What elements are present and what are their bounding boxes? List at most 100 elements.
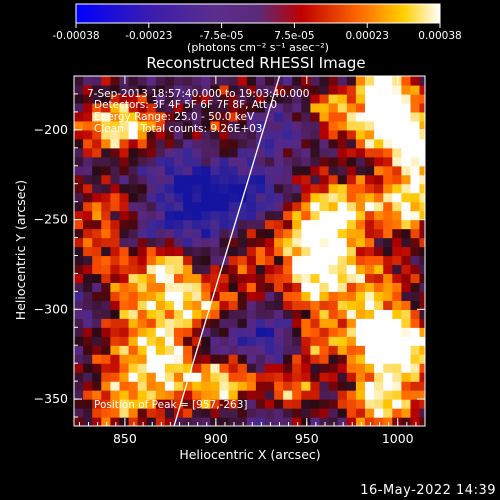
heatmap-cell bbox=[183, 156, 193, 167]
heatmap-cell bbox=[137, 210, 148, 221]
heatmap-cell bbox=[201, 246, 211, 257]
heatmap-cell bbox=[201, 273, 211, 283]
heatmap-cell bbox=[255, 354, 266, 364]
heatmap-cell bbox=[346, 372, 357, 382]
heatmap-cell bbox=[328, 228, 339, 239]
heatmap-cell bbox=[155, 237, 166, 248]
heatmap-cell bbox=[128, 192, 139, 203]
heatmap-cell bbox=[137, 246, 148, 257]
heatmap-cell bbox=[346, 102, 357, 113]
heatmap-cell bbox=[74, 192, 84, 203]
heatmap-cell bbox=[383, 85, 393, 95]
heatmap-cell bbox=[83, 147, 93, 158]
heatmap-cell bbox=[301, 372, 311, 382]
heatmap-cell bbox=[174, 399, 184, 409]
heatmap-cell bbox=[365, 345, 375, 355]
heatmap-cell bbox=[101, 246, 111, 257]
heatmap-cell bbox=[374, 93, 384, 104]
heatmap-cell bbox=[83, 76, 93, 86]
heatmap-cell bbox=[346, 408, 357, 418]
heatmap-cells bbox=[74, 76, 425, 426]
heatmap-cell bbox=[346, 246, 357, 257]
heatmap-cell bbox=[310, 120, 321, 131]
heatmap-cell bbox=[283, 210, 293, 221]
heatmap-cell bbox=[274, 408, 284, 418]
heatmap-cell bbox=[228, 255, 239, 266]
heatmap-cell bbox=[301, 165, 311, 176]
heatmap-cell bbox=[146, 174, 157, 185]
heatmap-cell bbox=[365, 273, 375, 283]
heatmap-cell bbox=[383, 282, 393, 292]
heatmap-cell bbox=[283, 390, 293, 400]
heatmap-cell bbox=[310, 228, 321, 239]
heatmap-cell bbox=[210, 156, 221, 167]
heatmap-cell bbox=[219, 300, 230, 310]
heatmap-cell bbox=[155, 93, 166, 104]
heatmap-cell bbox=[365, 372, 375, 382]
heatmap-cell bbox=[164, 76, 175, 86]
heatmap-cell bbox=[374, 246, 384, 257]
heatmap-cell bbox=[301, 363, 311, 373]
heatmap-cell bbox=[119, 183, 130, 194]
heatmap-cell bbox=[92, 129, 102, 140]
heatmap-cell bbox=[101, 237, 111, 248]
heatmap-cell bbox=[319, 390, 330, 400]
heatmap-cell bbox=[328, 291, 339, 301]
heatmap-cell bbox=[383, 138, 393, 149]
heatmap-cell bbox=[192, 372, 202, 382]
heatmap-cell bbox=[337, 156, 348, 167]
heatmap-cell bbox=[128, 354, 139, 364]
heatmap-cell bbox=[310, 255, 321, 266]
heatmap-cell bbox=[110, 390, 121, 400]
heatmap-cell bbox=[174, 291, 184, 301]
heatmap-cell bbox=[265, 381, 275, 391]
heatmap-cell bbox=[246, 129, 257, 140]
heatmap-cell bbox=[255, 363, 266, 373]
heatmap-cell bbox=[310, 354, 321, 364]
heatmap-cell bbox=[274, 85, 284, 95]
heatmap-cell bbox=[310, 345, 321, 355]
heatmap-cell bbox=[265, 336, 275, 346]
heatmap-cell bbox=[419, 345, 425, 355]
heatmap-cell bbox=[274, 129, 284, 140]
heatmap-cell bbox=[410, 165, 421, 176]
heatmap-cell bbox=[74, 102, 84, 113]
heatmap-cell bbox=[164, 282, 175, 292]
heatmap-cell bbox=[137, 345, 148, 355]
heatmap-cell bbox=[419, 174, 425, 185]
heatmap-cell bbox=[301, 93, 311, 104]
heatmap-cell bbox=[346, 76, 357, 86]
heatmap-cell bbox=[283, 273, 293, 283]
heatmap-cell bbox=[310, 147, 321, 158]
heatmap-cell bbox=[119, 318, 130, 328]
y-axis-label: Heliocentric Y (arcsec) bbox=[13, 180, 28, 320]
heatmap-cell bbox=[301, 219, 311, 230]
heatmap-cell bbox=[410, 183, 421, 194]
heatmap-cell bbox=[292, 291, 302, 301]
heatmap-cell bbox=[246, 309, 257, 319]
heatmap-cell bbox=[201, 210, 211, 221]
heatmap-cell bbox=[228, 129, 239, 140]
heatmap-cell bbox=[183, 228, 193, 239]
heatmap-cell bbox=[119, 246, 130, 257]
heatmap-cell bbox=[419, 309, 425, 319]
heatmap-cell bbox=[328, 201, 339, 212]
heatmap-cell bbox=[328, 381, 339, 391]
heatmap-cell bbox=[183, 390, 193, 400]
heatmap-cell bbox=[183, 372, 193, 382]
heatmap-cell bbox=[110, 219, 121, 230]
heatmap-cell bbox=[137, 120, 148, 131]
heatmap-cell bbox=[374, 138, 384, 149]
heatmap-cell bbox=[274, 354, 284, 364]
heatmap-cell bbox=[119, 102, 130, 113]
heatmap-cell bbox=[101, 165, 111, 176]
heatmap-cell bbox=[255, 210, 266, 221]
heatmap-cell bbox=[365, 165, 375, 176]
heatmap-cell bbox=[392, 201, 402, 212]
heatmap-cell bbox=[355, 399, 366, 409]
heatmap-cell bbox=[292, 147, 302, 158]
heatmap-cell bbox=[210, 408, 221, 418]
heatmap-cell bbox=[210, 201, 221, 212]
heatmap-cell bbox=[92, 156, 102, 167]
heatmap-cell bbox=[265, 76, 275, 86]
